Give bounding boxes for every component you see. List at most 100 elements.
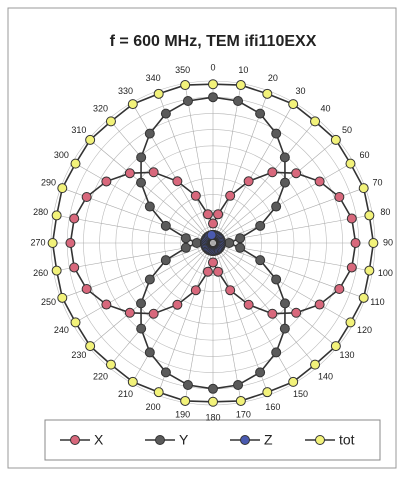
point xyxy=(101,299,112,310)
point xyxy=(358,292,369,303)
point xyxy=(291,168,302,179)
point xyxy=(136,177,147,188)
spoke xyxy=(72,242,214,325)
spoke xyxy=(72,161,214,244)
point xyxy=(314,299,325,310)
point xyxy=(271,274,282,285)
spoke xyxy=(212,242,295,384)
point xyxy=(47,238,58,248)
point xyxy=(180,233,191,244)
point xyxy=(255,255,266,266)
angle-label: 340 xyxy=(146,73,161,83)
spoke xyxy=(108,242,214,368)
point xyxy=(310,359,321,370)
angle-label: 110 xyxy=(370,297,384,307)
angle-label: 310 xyxy=(71,125,86,135)
angle-label: 270 xyxy=(30,237,45,247)
angle-label: 330 xyxy=(118,86,133,96)
point xyxy=(262,88,273,99)
point xyxy=(81,283,92,294)
point xyxy=(233,96,244,107)
angle-label: 140 xyxy=(318,371,333,381)
point xyxy=(235,80,246,91)
point xyxy=(105,116,116,127)
spoke xyxy=(212,242,318,368)
point xyxy=(330,134,341,145)
point xyxy=(190,190,201,201)
legend-swatch xyxy=(70,435,80,445)
point xyxy=(144,201,155,212)
point xyxy=(57,292,68,303)
point xyxy=(225,190,236,201)
angle-label: 260 xyxy=(33,268,48,278)
point xyxy=(364,265,375,276)
angle-label: 130 xyxy=(340,350,355,360)
point xyxy=(180,242,191,253)
point xyxy=(160,108,171,119)
angle-label: 170 xyxy=(236,410,251,420)
spoke xyxy=(88,138,214,244)
point xyxy=(153,387,164,398)
point xyxy=(288,376,299,387)
angle-label: 350 xyxy=(175,65,190,75)
point xyxy=(267,167,278,178)
point xyxy=(346,262,357,273)
point xyxy=(70,317,81,328)
angle-label: 50 xyxy=(342,125,352,135)
point xyxy=(81,192,92,203)
point xyxy=(180,80,191,91)
angle-label: 150 xyxy=(293,389,308,399)
spoke xyxy=(212,161,354,244)
point xyxy=(358,183,369,194)
point xyxy=(69,213,80,224)
point xyxy=(136,298,147,309)
angle-label: 0 xyxy=(210,62,215,72)
point xyxy=(235,233,246,244)
angle-label: 290 xyxy=(41,178,56,188)
angle-label: 240 xyxy=(54,325,69,335)
point xyxy=(243,176,254,187)
point xyxy=(190,285,201,296)
angle-label: 30 xyxy=(295,86,305,96)
point xyxy=(279,323,290,334)
spoke xyxy=(212,118,318,244)
spoke xyxy=(212,138,338,244)
point xyxy=(51,265,62,276)
point xyxy=(160,367,171,378)
point xyxy=(334,283,345,294)
angle-label: 60 xyxy=(360,150,370,160)
point xyxy=(208,383,218,394)
point xyxy=(124,307,135,318)
point xyxy=(345,158,356,169)
angle-label: 90 xyxy=(383,237,393,247)
point xyxy=(148,167,159,178)
angle-label: 180 xyxy=(205,412,220,422)
point xyxy=(144,128,155,139)
spoke xyxy=(88,242,214,348)
point xyxy=(291,307,302,318)
point xyxy=(208,92,218,103)
point xyxy=(235,395,246,406)
point xyxy=(160,220,171,231)
point xyxy=(267,308,278,319)
point xyxy=(271,347,282,358)
point xyxy=(255,108,266,119)
spoke xyxy=(131,242,214,384)
point xyxy=(124,168,135,179)
angle-label: 160 xyxy=(265,402,280,412)
angle-label: 320 xyxy=(93,103,108,113)
point xyxy=(330,341,341,352)
point xyxy=(235,242,246,253)
point xyxy=(148,308,159,319)
point xyxy=(127,376,138,387)
point xyxy=(144,347,155,358)
point xyxy=(206,230,217,241)
spoke xyxy=(108,118,214,244)
point xyxy=(255,220,266,231)
legend-swatch xyxy=(155,435,165,445)
angle-label: 120 xyxy=(357,325,372,335)
point xyxy=(85,134,96,145)
angle-label: 70 xyxy=(372,178,382,188)
legend-label: Y xyxy=(179,432,189,448)
